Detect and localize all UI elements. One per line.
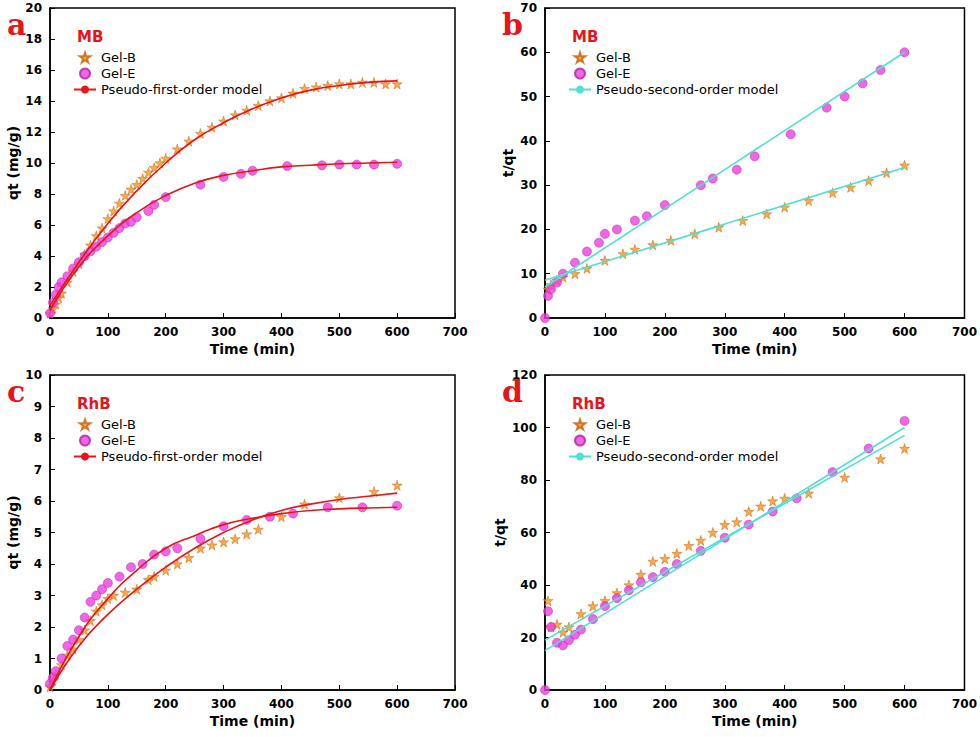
svg-text:200: 200 (652, 697, 677, 711)
svg-text:70: 70 (520, 1, 537, 15)
svg-text:700: 700 (952, 325, 977, 339)
svg-text:700: 700 (952, 697, 977, 711)
svg-text:12: 12 (25, 125, 42, 139)
svg-text:0: 0 (529, 683, 537, 697)
svg-text:t/qt: t/qt (500, 148, 516, 177)
svg-text:200: 200 (652, 325, 677, 339)
svg-text:3: 3 (34, 589, 42, 603)
svg-text:120: 120 (511, 368, 537, 382)
svg-text:400: 400 (269, 325, 294, 339)
svg-text:40: 40 (520, 578, 537, 592)
svg-text:Gel-B: Gel-B (596, 50, 631, 65)
svg-text:0: 0 (34, 311, 42, 325)
svg-text:9: 9 (34, 400, 42, 414)
svg-text:4: 4 (34, 249, 42, 263)
svg-text:100: 100 (95, 325, 120, 339)
svg-text:18: 18 (25, 32, 42, 46)
svg-text:MB: MB (572, 28, 598, 46)
svg-text:Gel-E: Gel-E (101, 433, 136, 448)
svg-text:10: 10 (25, 156, 42, 170)
svg-text:6: 6 (34, 218, 42, 232)
svg-text:Pseudo-first-order model: Pseudo-first-order model (101, 82, 262, 97)
svg-text:0: 0 (34, 683, 42, 697)
svg-text:40: 40 (520, 134, 537, 148)
svg-text:Time (min): Time (min) (210, 341, 295, 357)
svg-text:500: 500 (832, 697, 857, 711)
svg-text:0: 0 (541, 697, 549, 711)
svg-text:200: 200 (153, 697, 178, 711)
svg-text:300: 300 (712, 325, 737, 339)
svg-text:60: 60 (520, 45, 537, 59)
svg-text:0: 0 (541, 325, 549, 339)
svg-text:500: 500 (327, 325, 352, 339)
svg-text:300: 300 (211, 697, 236, 711)
svg-text:Pseudo-second-order model: Pseudo-second-order model (596, 82, 778, 97)
svg-text:b: b (502, 7, 523, 42)
svg-text:Gel-B: Gel-B (101, 417, 136, 432)
svg-text:Gel-B: Gel-B (596, 417, 631, 432)
svg-text:Gel-E: Gel-E (101, 66, 136, 81)
svg-text:20: 20 (520, 222, 537, 236)
svg-text:Gel-E: Gel-E (596, 433, 631, 448)
svg-text:Time (min): Time (min) (712, 713, 797, 729)
svg-text:6: 6 (34, 494, 42, 508)
svg-text:600: 600 (892, 697, 917, 711)
svg-text:30: 30 (520, 178, 537, 192)
svg-text:a: a (7, 7, 26, 42)
svg-text:RhB: RhB (77, 395, 111, 413)
svg-text:10: 10 (520, 267, 537, 281)
svg-text:qt (mg/g): qt (mg/g) (5, 126, 21, 200)
svg-text:t/qt: t/qt (492, 518, 508, 547)
svg-text:0: 0 (529, 311, 537, 325)
svg-text:0: 0 (46, 325, 54, 339)
svg-text:8: 8 (34, 431, 42, 445)
svg-text:2: 2 (34, 620, 42, 634)
svg-text:Time (min): Time (min) (210, 713, 295, 729)
svg-text:Pseudo-second-order model: Pseudo-second-order model (596, 449, 778, 464)
svg-text:10: 10 (25, 368, 42, 382)
svg-text:Gel-B: Gel-B (101, 50, 136, 65)
svg-text:600: 600 (892, 325, 917, 339)
svg-text:600: 600 (385, 697, 410, 711)
svg-text:20: 20 (520, 631, 537, 645)
svg-text:0: 0 (46, 697, 54, 711)
svg-text:MB: MB (77, 28, 103, 46)
svg-text:d: d (502, 374, 523, 409)
svg-text:16: 16 (25, 63, 42, 77)
svg-text:20: 20 (25, 1, 42, 15)
svg-text:400: 400 (269, 697, 294, 711)
svg-text:300: 300 (211, 325, 236, 339)
svg-text:1: 1 (34, 652, 42, 666)
svg-text:RhB: RhB (572, 395, 606, 413)
svg-text:700: 700 (442, 325, 467, 339)
svg-text:80: 80 (520, 473, 537, 487)
svg-text:7: 7 (34, 463, 42, 477)
svg-text:qt (mg/g): qt (mg/g) (5, 495, 21, 569)
svg-text:400: 400 (772, 325, 797, 339)
svg-text:500: 500 (832, 325, 857, 339)
svg-text:50: 50 (520, 90, 537, 104)
svg-text:500: 500 (327, 697, 352, 711)
svg-text:Pseudo-first-order model: Pseudo-first-order model (101, 449, 262, 464)
svg-text:100: 100 (592, 325, 617, 339)
svg-text:8: 8 (34, 187, 42, 201)
svg-text:5: 5 (34, 526, 42, 540)
svg-text:200: 200 (153, 325, 178, 339)
svg-text:Gel-E: Gel-E (596, 66, 631, 81)
svg-text:100: 100 (512, 421, 537, 435)
svg-text:100: 100 (592, 697, 617, 711)
svg-text:700: 700 (442, 697, 467, 711)
svg-text:2: 2 (34, 280, 42, 294)
svg-text:c: c (7, 374, 25, 409)
svg-text:4: 4 (34, 557, 42, 571)
svg-text:Time (min): Time (min) (712, 341, 797, 357)
svg-text:14: 14 (25, 94, 42, 108)
svg-text:100: 100 (95, 697, 120, 711)
svg-text:60: 60 (520, 526, 537, 540)
svg-text:400: 400 (772, 697, 797, 711)
svg-text:600: 600 (385, 325, 410, 339)
svg-text:300: 300 (712, 697, 737, 711)
